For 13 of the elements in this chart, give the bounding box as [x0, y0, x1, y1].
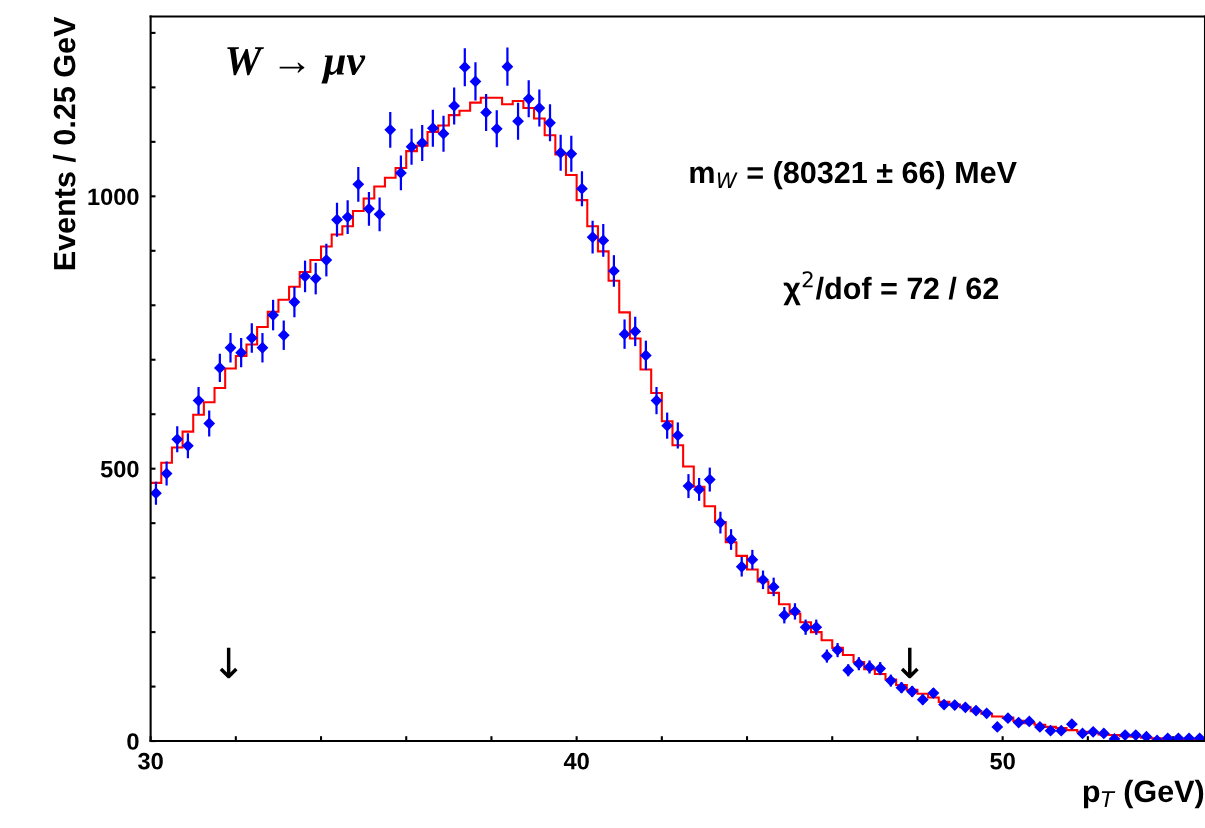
annotation: W → μν [227, 47, 366, 84]
y-tick-label: 500 [100, 460, 139, 478]
y-tick-label: 1000 [88, 188, 139, 206]
annotation: χ$^{2}$/dof = 72 / 62 [783, 271, 999, 306]
x-tick-label: 40 [563, 752, 589, 770]
annotation: ↓ [219, 647, 238, 679]
x-tick-label: 50 [990, 752, 1015, 770]
y-axis-title: Events / 0.25 GeV [52, 16, 76, 270]
x-tick-label: 30 [138, 752, 163, 770]
annotation: m$_{W}$ = (80321 ± 66) MeV [690, 160, 1017, 190]
y-tick-label: 0 [127, 733, 139, 750]
annotation: ↓ [900, 647, 919, 679]
x-axis-title: p$_{T}$ (GeV) [1083, 779, 1204, 809]
